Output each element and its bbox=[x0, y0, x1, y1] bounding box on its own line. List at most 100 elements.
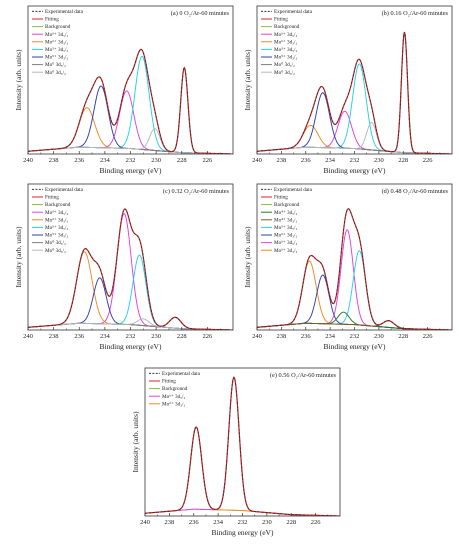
plot-area bbox=[28, 48, 233, 154]
legend-label: Mo⁶⁺ 3d₅/₂ bbox=[162, 394, 185, 400]
x-tick-label: 232 bbox=[350, 157, 360, 164]
legend-label: Mo⁵⁺ 3d₅/₂ bbox=[45, 225, 68, 231]
legend-label: Mo⁰ 3d₃/₂ bbox=[45, 70, 66, 76]
x-axis-label: Binding energy (eV) bbox=[100, 342, 162, 351]
component-peak-4 bbox=[257, 274, 452, 330]
x-tick-label: 232 bbox=[126, 333, 136, 340]
x-tick-label: 238 bbox=[165, 519, 175, 526]
legend-label: Mo⁴⁺ 3d₅/₂ bbox=[274, 210, 297, 216]
y-axis-label: Intensity (arb. units) bbox=[243, 226, 252, 288]
legend-label: Mo⁶⁺ 3d₅/₂ bbox=[274, 32, 297, 38]
panel-title: (a) 0 O₂/Ar-60 minutes bbox=[171, 10, 230, 17]
component-peak-2 bbox=[28, 251, 233, 330]
legend-label: Mo⁶⁺ 3d₅/₂ bbox=[274, 240, 297, 246]
x-tick-label: 240 bbox=[252, 333, 262, 340]
legend-label: Experimental data bbox=[274, 9, 313, 15]
x-tick-label: 234 bbox=[100, 157, 111, 164]
y-axis-label: Intensity (arb. units) bbox=[14, 49, 23, 111]
x-tick-label: 240 bbox=[252, 157, 262, 164]
experimental-data-curve bbox=[28, 208, 233, 330]
x-tick-label: 230 bbox=[262, 519, 272, 526]
x-tick-label: 234 bbox=[213, 519, 224, 526]
x-tick-label: 234 bbox=[100, 333, 111, 340]
legend-label: Mo⁶⁺ 3d₃/₂ bbox=[162, 401, 185, 407]
x-tick-label: 232 bbox=[126, 157, 136, 164]
legend-label: Background bbox=[45, 24, 71, 30]
legend-label: Experimental data bbox=[45, 187, 84, 193]
legend-label: Mo⁶⁺ 3d₃/₂ bbox=[45, 217, 68, 223]
y-axis-label: Intensity (arb. units) bbox=[131, 411, 140, 473]
x-tick-label: 234 bbox=[325, 157, 336, 164]
legend-label: Mo⁵⁺ 3d₃/₂ bbox=[45, 233, 68, 239]
x-tick-label: 232 bbox=[238, 519, 248, 526]
legend-label: Fitting bbox=[274, 17, 288, 23]
x-tick-label: 238 bbox=[49, 157, 59, 164]
fitting-curve bbox=[257, 31, 452, 154]
legend-label: Mo⁰ 3d₃/₂ bbox=[274, 70, 295, 76]
legend-label: Mo⁴⁺ 3d₃/₂ bbox=[274, 217, 297, 223]
legend-label: Mo⁵⁺ 3d₅/₂ bbox=[274, 47, 297, 53]
experimental-data-curve bbox=[28, 48, 233, 154]
legend-label: Experimental data bbox=[274, 187, 313, 193]
x-tick-label: 236 bbox=[74, 333, 85, 340]
x-tick-label: 240 bbox=[23, 333, 33, 340]
legend-label: Background bbox=[162, 386, 188, 392]
x-tick-label: 236 bbox=[74, 157, 85, 164]
x-tick-label: 228 bbox=[177, 157, 187, 164]
legend-label: Mo⁵⁺ 3d₅/₂ bbox=[274, 225, 297, 231]
legend-label: Mo⁰ 3d₅/₂ bbox=[45, 240, 66, 246]
panel-4: 240 238 236 234 232 230 228 226 Binding energy (… bbox=[243, 183, 453, 351]
component-peak-1 bbox=[257, 110, 452, 154]
x-tick-label: 234 bbox=[325, 333, 336, 340]
x-tick-label: 226 bbox=[311, 519, 322, 526]
x-tick-label: 236 bbox=[301, 333, 312, 340]
x-tick-label: 226 bbox=[423, 157, 434, 164]
legend-label: Background bbox=[274, 202, 300, 208]
x-tick-label: 226 bbox=[203, 157, 214, 164]
x-axis-label: Binding energy (eV) bbox=[324, 166, 386, 175]
x-tick-label: 228 bbox=[398, 157, 408, 164]
panel-5: 240 238 236 234 232 230 228 226 Binding energy (… bbox=[131, 367, 341, 537]
panel-title: (d) 0.48 O₂/Ar-60 minutes bbox=[382, 188, 449, 195]
plot-area bbox=[257, 208, 452, 330]
panel-title: (c) 0.32 O₂/Ar-60 minutes bbox=[163, 188, 230, 195]
y-axis-label: Intensity (arb. units) bbox=[14, 226, 23, 288]
y-axis-label: Intensity (arb. units) bbox=[243, 49, 252, 111]
legend-label: Mo⁶⁺ 3d₅/₂ bbox=[45, 32, 68, 38]
plot-area bbox=[257, 31, 452, 154]
legend-label: Mo⁵⁺ 3d₅/₂ bbox=[45, 47, 68, 53]
x-tick-label: 226 bbox=[423, 333, 434, 340]
x-tick-label: 230 bbox=[374, 333, 384, 340]
component-peak-4 bbox=[28, 277, 233, 330]
x-tick-label: 228 bbox=[398, 333, 408, 340]
x-tick-label: 238 bbox=[49, 333, 59, 340]
panel-3: 240 238 236 234 232 230 228 226 Binding energy (… bbox=[14, 183, 234, 351]
legend-label: Experimental data bbox=[162, 371, 201, 377]
legend-label: Mo⁰ 3d₃/₂ bbox=[45, 248, 66, 254]
panel-title: (e) 0.56 O₂/Ar-60 minutes bbox=[270, 372, 337, 379]
legend-label: Mo⁵⁺ 3d₃/₂ bbox=[45, 55, 68, 61]
legend-label: Experimental data bbox=[45, 9, 84, 15]
legend-label: Mo⁶⁺ 3d₅/₂ bbox=[45, 210, 68, 216]
x-tick-label: 228 bbox=[286, 519, 296, 526]
legend-label: Fitting bbox=[162, 379, 176, 385]
component-peak-4 bbox=[257, 92, 452, 154]
x-axis-label: Binding energy (eV) bbox=[212, 528, 274, 537]
x-axis-label: Binding energy (eV) bbox=[100, 166, 162, 175]
legend-label: Mo⁰ 3d₅/₂ bbox=[45, 62, 66, 68]
legend-label: Fitting bbox=[274, 195, 288, 201]
component-peak-2 bbox=[28, 107, 233, 154]
component-peak-1 bbox=[28, 212, 233, 330]
x-tick-label: 236 bbox=[189, 519, 200, 526]
legend-label: Mo⁰ 3d₅/₂ bbox=[274, 62, 295, 68]
x-axis-label: Binding energy (eV) bbox=[324, 342, 386, 351]
component-peak-3 bbox=[257, 63, 452, 154]
plot-area bbox=[28, 208, 233, 330]
plot-area bbox=[145, 376, 340, 516]
x-tick-label: 238 bbox=[277, 157, 287, 164]
legend-label: Fitting bbox=[45, 17, 59, 23]
x-tick-label: 228 bbox=[177, 333, 187, 340]
panel-title: (b) 0.16 O₂/Ar-60 minutes bbox=[382, 10, 449, 17]
experimental-data-curve bbox=[145, 376, 340, 516]
